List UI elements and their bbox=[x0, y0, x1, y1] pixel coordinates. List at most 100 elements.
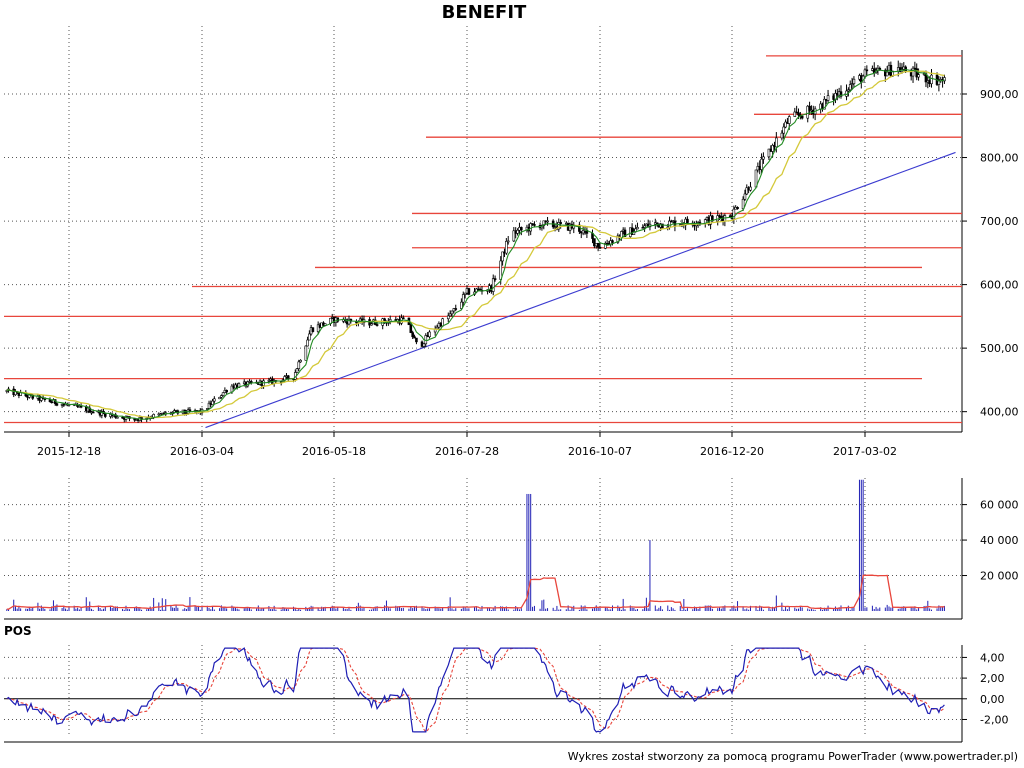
candle-body bbox=[915, 68, 919, 78]
candle-body bbox=[454, 308, 458, 310]
candle-body bbox=[467, 288, 471, 295]
candle-body bbox=[347, 318, 351, 325]
x-tick-label: 2015-12-18 bbox=[37, 445, 101, 458]
indicator-label: POS bbox=[4, 624, 32, 638]
candle-body bbox=[413, 336, 416, 339]
candle-body bbox=[450, 310, 454, 315]
candle-body bbox=[218, 396, 221, 400]
candle-body bbox=[370, 323, 373, 326]
y-tick-label: 40 000 bbox=[980, 534, 1019, 547]
candle-body bbox=[787, 116, 791, 124]
candle-body bbox=[441, 318, 444, 327]
candle-body bbox=[461, 294, 465, 303]
candle-body bbox=[808, 105, 811, 111]
candle-body bbox=[823, 98, 826, 110]
candle-body bbox=[207, 402, 211, 409]
candle-body bbox=[793, 111, 797, 117]
candle-body bbox=[533, 224, 536, 226]
candle-body bbox=[686, 218, 689, 224]
candle-body bbox=[505, 241, 508, 254]
price-panel: 400,00 500,00 600,00 700,00 800,00 900,00 2015… bbox=[4, 26, 1019, 458]
candle-body bbox=[546, 220, 549, 223]
candle-body bbox=[297, 361, 301, 369]
candle-body bbox=[598, 246, 602, 249]
credit-text: Wykres został stworzony za pomocą progra… bbox=[567, 750, 1018, 763]
oscillator-signal-line bbox=[6, 647, 945, 733]
trend-line bbox=[205, 151, 956, 429]
candle-body bbox=[630, 227, 634, 235]
candle-body bbox=[655, 222, 659, 225]
candle-body bbox=[516, 229, 519, 234]
y-tick-label: -2,00 bbox=[980, 713, 1008, 726]
candle-body bbox=[308, 333, 311, 341]
candle-body bbox=[446, 315, 450, 320]
y-tick-label: 700,00 bbox=[980, 215, 1019, 228]
candle-body bbox=[743, 193, 747, 200]
candle-body bbox=[636, 227, 639, 230]
oscillator-panel: 4,00 2,00 0,00 -2,00 bbox=[4, 645, 1008, 743]
volume-average bbox=[6, 574, 945, 610]
candle-body bbox=[448, 313, 452, 317]
candle-body bbox=[306, 339, 309, 347]
candle-body bbox=[460, 301, 463, 309]
y-tick-label: 60 000 bbox=[980, 499, 1019, 512]
candle-body bbox=[55, 403, 59, 406]
candle-body bbox=[863, 69, 867, 77]
candle-body bbox=[295, 368, 299, 373]
candle-body bbox=[850, 83, 854, 85]
x-tick-label: 2016-10-07 bbox=[568, 445, 632, 458]
oscillator-main-line bbox=[6, 647, 945, 733]
candle-body bbox=[806, 105, 810, 119]
y-tick-label: 500,00 bbox=[980, 342, 1019, 355]
candle-body bbox=[719, 216, 723, 219]
candle-body bbox=[797, 112, 800, 116]
candle-body bbox=[501, 251, 504, 262]
candle-body bbox=[531, 223, 534, 225]
candle-body bbox=[736, 207, 739, 210]
candle-body bbox=[745, 187, 749, 195]
y-tick-label: 0,00 bbox=[980, 693, 1005, 706]
candle-body bbox=[542, 220, 546, 226]
candle-body bbox=[512, 230, 516, 242]
candle-body bbox=[767, 148, 771, 158]
volume-panel: 20 000 40 000 60 000 bbox=[4, 478, 1019, 620]
candle-body bbox=[211, 400, 214, 405]
candle-body bbox=[930, 74, 933, 85]
candle-body bbox=[848, 84, 852, 91]
y-tick-label: 4,00 bbox=[980, 651, 1005, 664]
candle-body bbox=[749, 186, 752, 191]
candle-body bbox=[839, 91, 843, 97]
candle-body bbox=[286, 375, 290, 380]
candle-body bbox=[661, 223, 664, 229]
candle-body bbox=[847, 89, 850, 92]
y-tick-label: 900,00 bbox=[980, 88, 1019, 101]
candle-body bbox=[116, 416, 119, 419]
candle-body bbox=[506, 240, 510, 243]
candle-body bbox=[826, 95, 830, 101]
candle-body bbox=[620, 231, 623, 238]
candle-body bbox=[865, 69, 869, 72]
candle-body bbox=[225, 390, 228, 393]
y-tick-label: 20 000 bbox=[980, 570, 1019, 583]
candle-body bbox=[422, 343, 426, 347]
candle-body bbox=[760, 158, 763, 170]
candle-body bbox=[775, 137, 778, 148]
candle-body bbox=[581, 230, 585, 234]
candle-body bbox=[415, 337, 418, 343]
y-tick-label: 400,00 bbox=[980, 406, 1019, 419]
candle-body bbox=[304, 345, 308, 361]
candle-body bbox=[593, 238, 596, 247]
candle-body bbox=[604, 243, 607, 249]
candle-body bbox=[741, 198, 745, 210]
candle-body bbox=[91, 411, 95, 414]
candle-body bbox=[463, 292, 467, 295]
candle-body bbox=[623, 229, 627, 237]
candle-body bbox=[79, 405, 83, 408]
candle-body bbox=[267, 379, 271, 382]
moving-average-fast bbox=[6, 69, 945, 420]
candle-body bbox=[299, 359, 302, 363]
candle-body bbox=[852, 78, 856, 84]
candle-body bbox=[520, 227, 523, 231]
x-tick-label: 2016-12-20 bbox=[700, 445, 764, 458]
candle-body bbox=[616, 235, 620, 243]
